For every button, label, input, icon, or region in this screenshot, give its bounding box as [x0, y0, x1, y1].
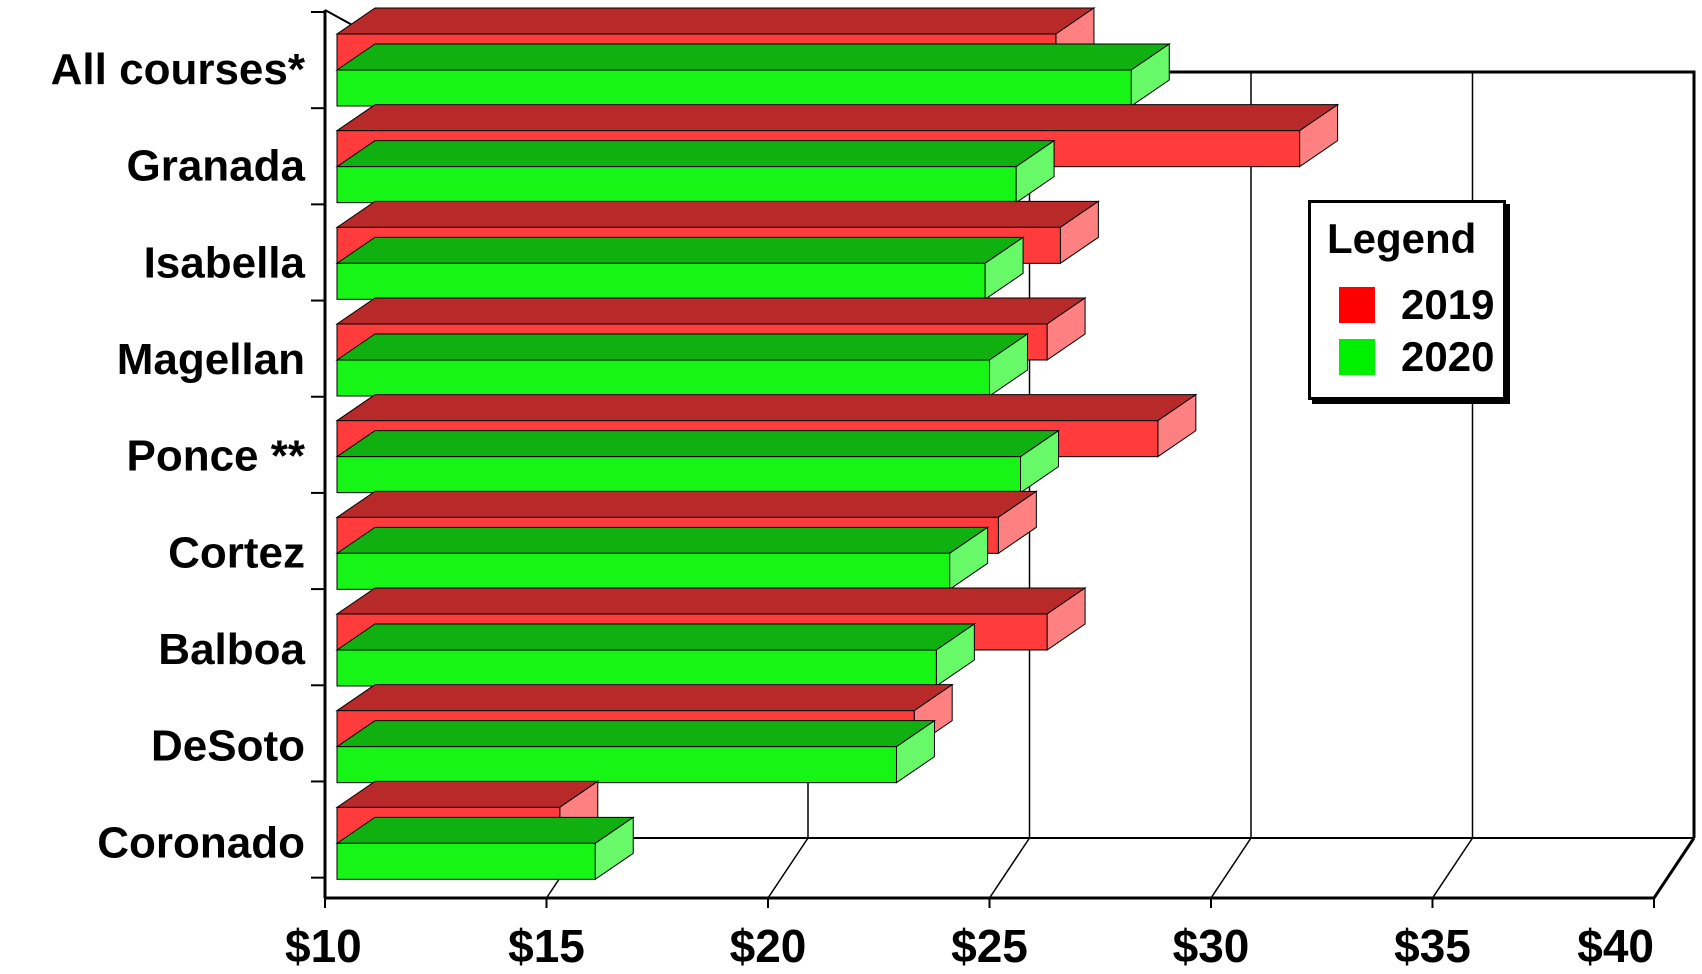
- gridline-20-floor: [767, 837, 809, 899]
- gridline-35-floor: [1431, 837, 1474, 899]
- category-label-ponce: Ponce **: [126, 432, 305, 481]
- legend-swatch-2019: [1339, 287, 1375, 323]
- bar-2020-balboa-top: [335, 623, 976, 651]
- legend-title: Legend: [1327, 215, 1477, 262]
- x-tick-labels: $10 $15 $20 $25 $30 $35 $40: [285, 920, 1654, 972]
- category-label-magellan: Magellan: [117, 335, 305, 384]
- bar-2019-isabella-top: [335, 200, 1100, 228]
- bar-2020-cortez-top: [335, 526, 990, 554]
- x-tick-label-10: $10: [285, 920, 362, 972]
- bar-2020-desoto: [336, 746, 897, 784]
- x-tick-label-35: $35: [1394, 920, 1471, 972]
- legend-label-2020: 2020: [1401, 333, 1495, 380]
- bar-2020-granada-top: [335, 140, 1056, 168]
- gridline-30-floor: [1210, 837, 1252, 899]
- bar-2020-desoto-top: [335, 720, 937, 748]
- category-label-cortez: Cortez: [168, 528, 305, 577]
- legend-label-2019: 2019: [1401, 281, 1495, 328]
- floor-right-edge: [1652, 837, 1696, 899]
- x-tick-label-20: $20: [730, 920, 807, 972]
- bar-2020-coronado: [336, 842, 596, 880]
- bar-2020-balboa: [336, 649, 937, 687]
- bar-2019-magellan-top: [335, 297, 1087, 325]
- category-labels: All courses* Granada Isabella Magellan Ponce…: [51, 45, 306, 867]
- gridline-25-floor: [988, 837, 1031, 899]
- bar-2019-ponce-top: [335, 394, 1198, 422]
- bar-2020-ponce: [336, 456, 1022, 494]
- bar-2020-all-courses: [336, 69, 1132, 107]
- bar-2020-magellan: [336, 359, 990, 397]
- x-tick-label-15: $15: [508, 920, 585, 972]
- legend-item-2019: 2019: [1339, 281, 1494, 329]
- bar-2019-all-courses-top: [335, 7, 1096, 35]
- bar-2020-all-courses-top: [335, 43, 1171, 71]
- legend-item-2020: 2020: [1339, 333, 1494, 381]
- bar-2019-balboa-top: [335, 587, 1087, 615]
- chart-axes: [311, 10, 1655, 908]
- bar-2020-coronado-top: [335, 816, 635, 844]
- x-tick-label-40: $40: [1577, 920, 1654, 972]
- bar-2020-granada: [336, 166, 1017, 204]
- bar-2019-cortez-top: [335, 490, 1038, 518]
- legend-swatch-2020: [1339, 339, 1375, 375]
- bar-2020-ponce-top: [335, 430, 1061, 458]
- chart-bars: [335, 7, 1340, 881]
- x-tick-label-30: $30: [1173, 920, 1250, 972]
- category-label-balboa: Balboa: [158, 625, 305, 674]
- bar-2020-magellan-top: [335, 333, 1030, 361]
- category-label-isabella: Isabella: [144, 238, 306, 287]
- bar-2020-isabella-top: [335, 236, 1025, 264]
- bar-2019-coronado-top: [335, 780, 600, 808]
- bar-2020-isabella: [336, 262, 986, 300]
- category-label-all-courses: All courses*: [51, 45, 306, 94]
- bar-2019-granada-top: [335, 104, 1340, 132]
- bar-2019-desoto-top: [335, 684, 954, 712]
- x-tick-label-25: $25: [951, 920, 1028, 972]
- legend: Legend 2019 2020: [1308, 200, 1506, 400]
- category-label-coronado: Coronado: [97, 818, 305, 867]
- category-label-desoto: DeSoto: [151, 722, 305, 771]
- bar-2020-cortez: [336, 552, 951, 590]
- category-label-granada: Granada: [126, 142, 305, 191]
